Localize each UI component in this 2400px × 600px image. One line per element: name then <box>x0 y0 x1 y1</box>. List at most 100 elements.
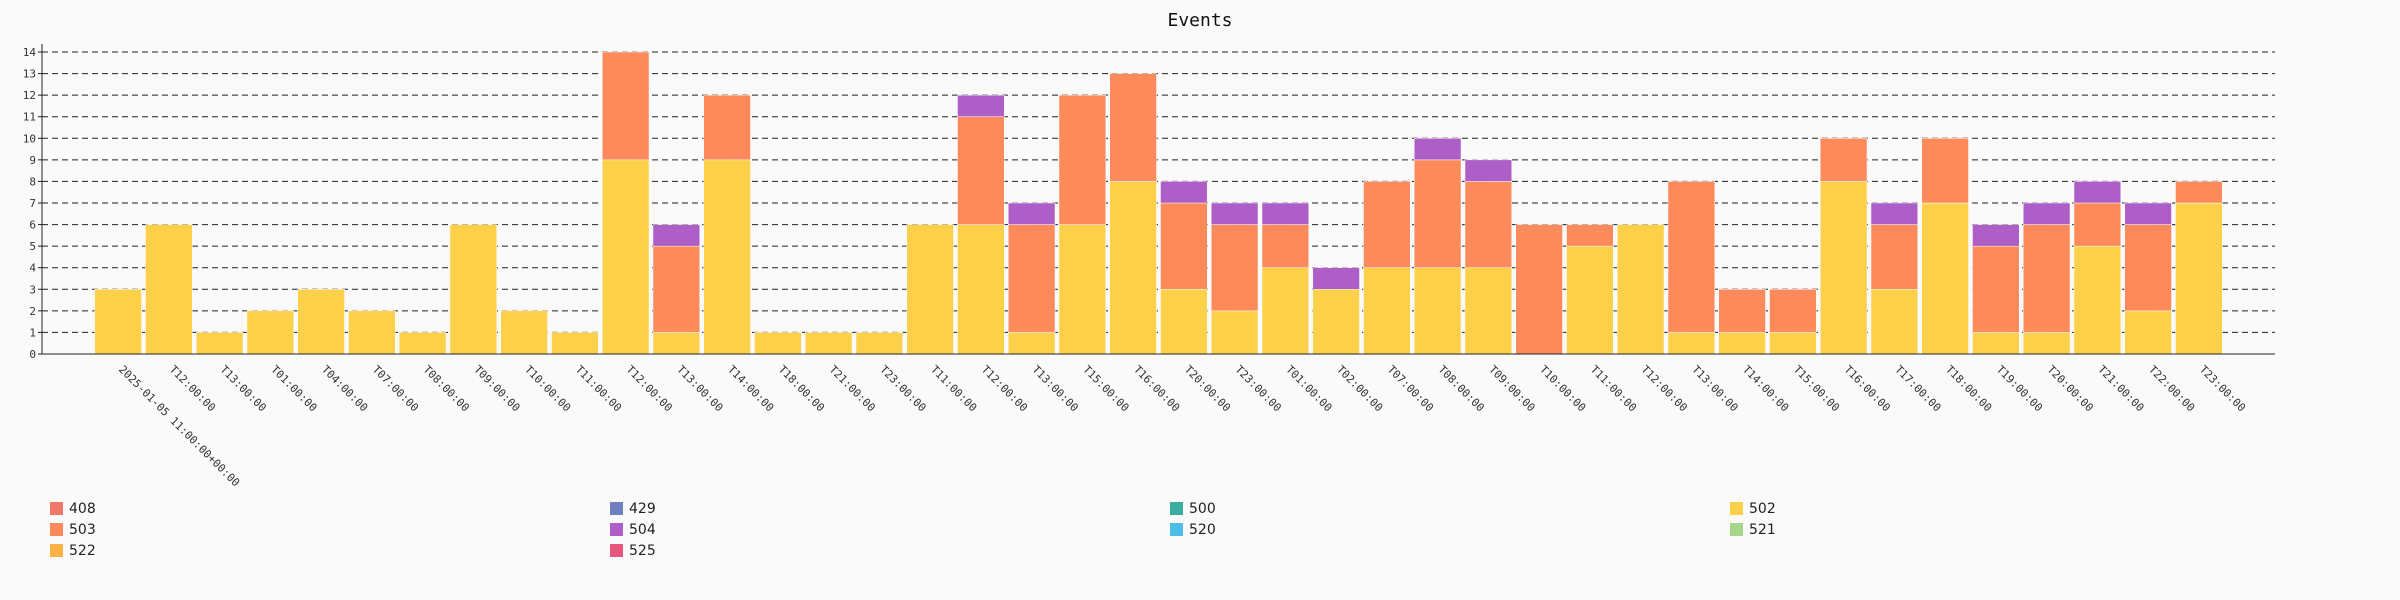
x-tick-label: T09:00:00 <box>471 363 522 414</box>
bar-segment-504 <box>2023 202 2071 225</box>
x-tick-label: T15:00:00 <box>1080 363 1131 414</box>
bar-segment-502 <box>754 332 802 355</box>
y-tick-label: 9 <box>29 154 36 167</box>
bar-segment-504 <box>1972 224 2020 247</box>
bar-segment-502 <box>449 224 497 355</box>
bar-segment-502 <box>1870 289 1918 355</box>
x-tick-label: T08:00:00 <box>1436 363 1487 414</box>
bar-segment-503 <box>652 245 700 333</box>
y-tick-label: 7 <box>29 197 36 210</box>
legend-item-429[interactable]: 429 <box>610 501 656 517</box>
y-tick-label: 13 <box>23 68 36 81</box>
bar-segment-503 <box>1414 159 1462 268</box>
bar-segment-503 <box>1769 289 1817 333</box>
bar-segment-503 <box>1870 224 1918 290</box>
bar-segment-504 <box>1870 202 1918 225</box>
x-tick-label: T02:00:00 <box>1334 363 1385 414</box>
bar-segment-503 <box>1972 245 2020 333</box>
bar-segment-502 <box>2175 202 2223 355</box>
legend-swatch <box>610 523 623 536</box>
bar-segment-504 <box>1261 202 1309 225</box>
bar-segment-502 <box>1160 289 1208 355</box>
bar-segment-503 <box>1718 289 1766 333</box>
y-tick-label: 6 <box>29 219 36 232</box>
bar-segment-503 <box>2175 181 2223 204</box>
bar-segment-502 <box>805 332 853 355</box>
x-tick-label: T07:00:00 <box>1385 363 1436 414</box>
x-tick-label: T18:00:00 <box>776 363 827 414</box>
legend-item-502[interactable]: 502 <box>1730 501 1776 517</box>
x-tick-label: T21:00:00 <box>827 363 878 414</box>
bar-segment-502 <box>1414 267 1462 355</box>
x-tick-label: T11:00:00 <box>573 363 624 414</box>
y-tick-label: 1 <box>29 326 36 339</box>
bar-segment-503 <box>1109 73 1157 182</box>
bar-segment-502 <box>297 289 345 355</box>
legend-item-500[interactable]: 500 <box>1170 501 1216 517</box>
legend-item-408[interactable]: 408 <box>50 501 96 517</box>
bar-segment-504 <box>2073 181 2121 204</box>
bar-segment-502 <box>1363 267 1411 355</box>
legend-label: 429 <box>629 501 656 517</box>
x-tick-label: T17:00:00 <box>1892 363 1943 414</box>
bar-segment-502 <box>1667 332 1715 355</box>
legend-label: 522 <box>69 543 96 559</box>
bar-segment-502 <box>348 310 396 355</box>
bar-segment-503 <box>957 116 1005 225</box>
bar-segment-502 <box>906 224 954 355</box>
bar-segment-502 <box>2073 245 2121 355</box>
x-tick-label: T10:00:00 <box>1537 363 1588 414</box>
legend-label: 525 <box>629 543 656 559</box>
bar-segment-503 <box>1464 181 1512 268</box>
bars <box>94 51 2223 355</box>
bar-segment-503 <box>1515 224 1563 355</box>
bar-segment-502 <box>1617 224 1665 355</box>
legend-item-504[interactable]: 504 <box>610 522 656 538</box>
bar-segment-503 <box>2073 202 2121 247</box>
x-tick-label: T14:00:00 <box>725 363 776 414</box>
y-tick-label: 2 <box>29 305 36 318</box>
bar-segment-502 <box>246 310 294 355</box>
x-tick-label: T19:00:00 <box>1994 363 2045 414</box>
bar-segment-503 <box>602 51 650 161</box>
x-tick-label: T16:00:00 <box>1842 363 1893 414</box>
legend-item-522[interactable]: 522 <box>50 543 96 559</box>
x-tick-label: T01:00:00 <box>1283 363 1334 414</box>
legend-label: 504 <box>629 522 656 538</box>
x-tick-label: T23:00:00 <box>877 363 928 414</box>
legend-swatch <box>1730 523 1743 536</box>
x-tick-label: T04:00:00 <box>319 363 370 414</box>
legend[interactable]: 408 429 500 502 503 504 520 521 522 525 <box>50 501 1776 559</box>
x-tick-label: T20:00:00 <box>2045 363 2096 414</box>
bar-segment-503 <box>1820 138 1868 182</box>
x-tick-label: T20:00:00 <box>1182 363 1233 414</box>
bar-segment-502 <box>551 332 599 355</box>
x-tick-label: T12:00:00 <box>1639 363 1690 414</box>
axes <box>41 44 2275 355</box>
bar-segment-503 <box>1261 224 1309 268</box>
x-tick-label: T23:00:00 <box>1233 363 1284 414</box>
x-tick-label: T12:00:00 <box>979 363 1030 414</box>
legend-item-503[interactable]: 503 <box>50 522 96 538</box>
bar-segment-503 <box>1211 224 1259 312</box>
bar-segment-504 <box>1008 202 1056 225</box>
x-tick-label: T12:00:00 <box>167 363 218 414</box>
legend-item-520[interactable]: 520 <box>1170 522 1216 538</box>
bar-segment-502 <box>1566 245 1614 355</box>
legend-swatch <box>50 523 63 536</box>
legend-item-525[interactable]: 525 <box>610 543 656 559</box>
legend-item-521[interactable]: 521 <box>1730 522 1776 538</box>
y-tick-label: 0 <box>29 348 36 361</box>
bar-segment-502 <box>1058 224 1106 355</box>
y-tick-label: 4 <box>29 262 36 275</box>
y-tick-label: 14 <box>23 46 37 59</box>
bar-segment-502 <box>1312 289 1360 355</box>
bar-segment-502 <box>94 289 142 355</box>
bar-segment-503 <box>1363 181 1411 268</box>
bar-segment-502 <box>1769 332 1817 355</box>
x-tick-label: T01:00:00 <box>268 363 319 414</box>
legend-label: 502 <box>1749 501 1776 517</box>
bar-segment-502 <box>1820 181 1868 355</box>
